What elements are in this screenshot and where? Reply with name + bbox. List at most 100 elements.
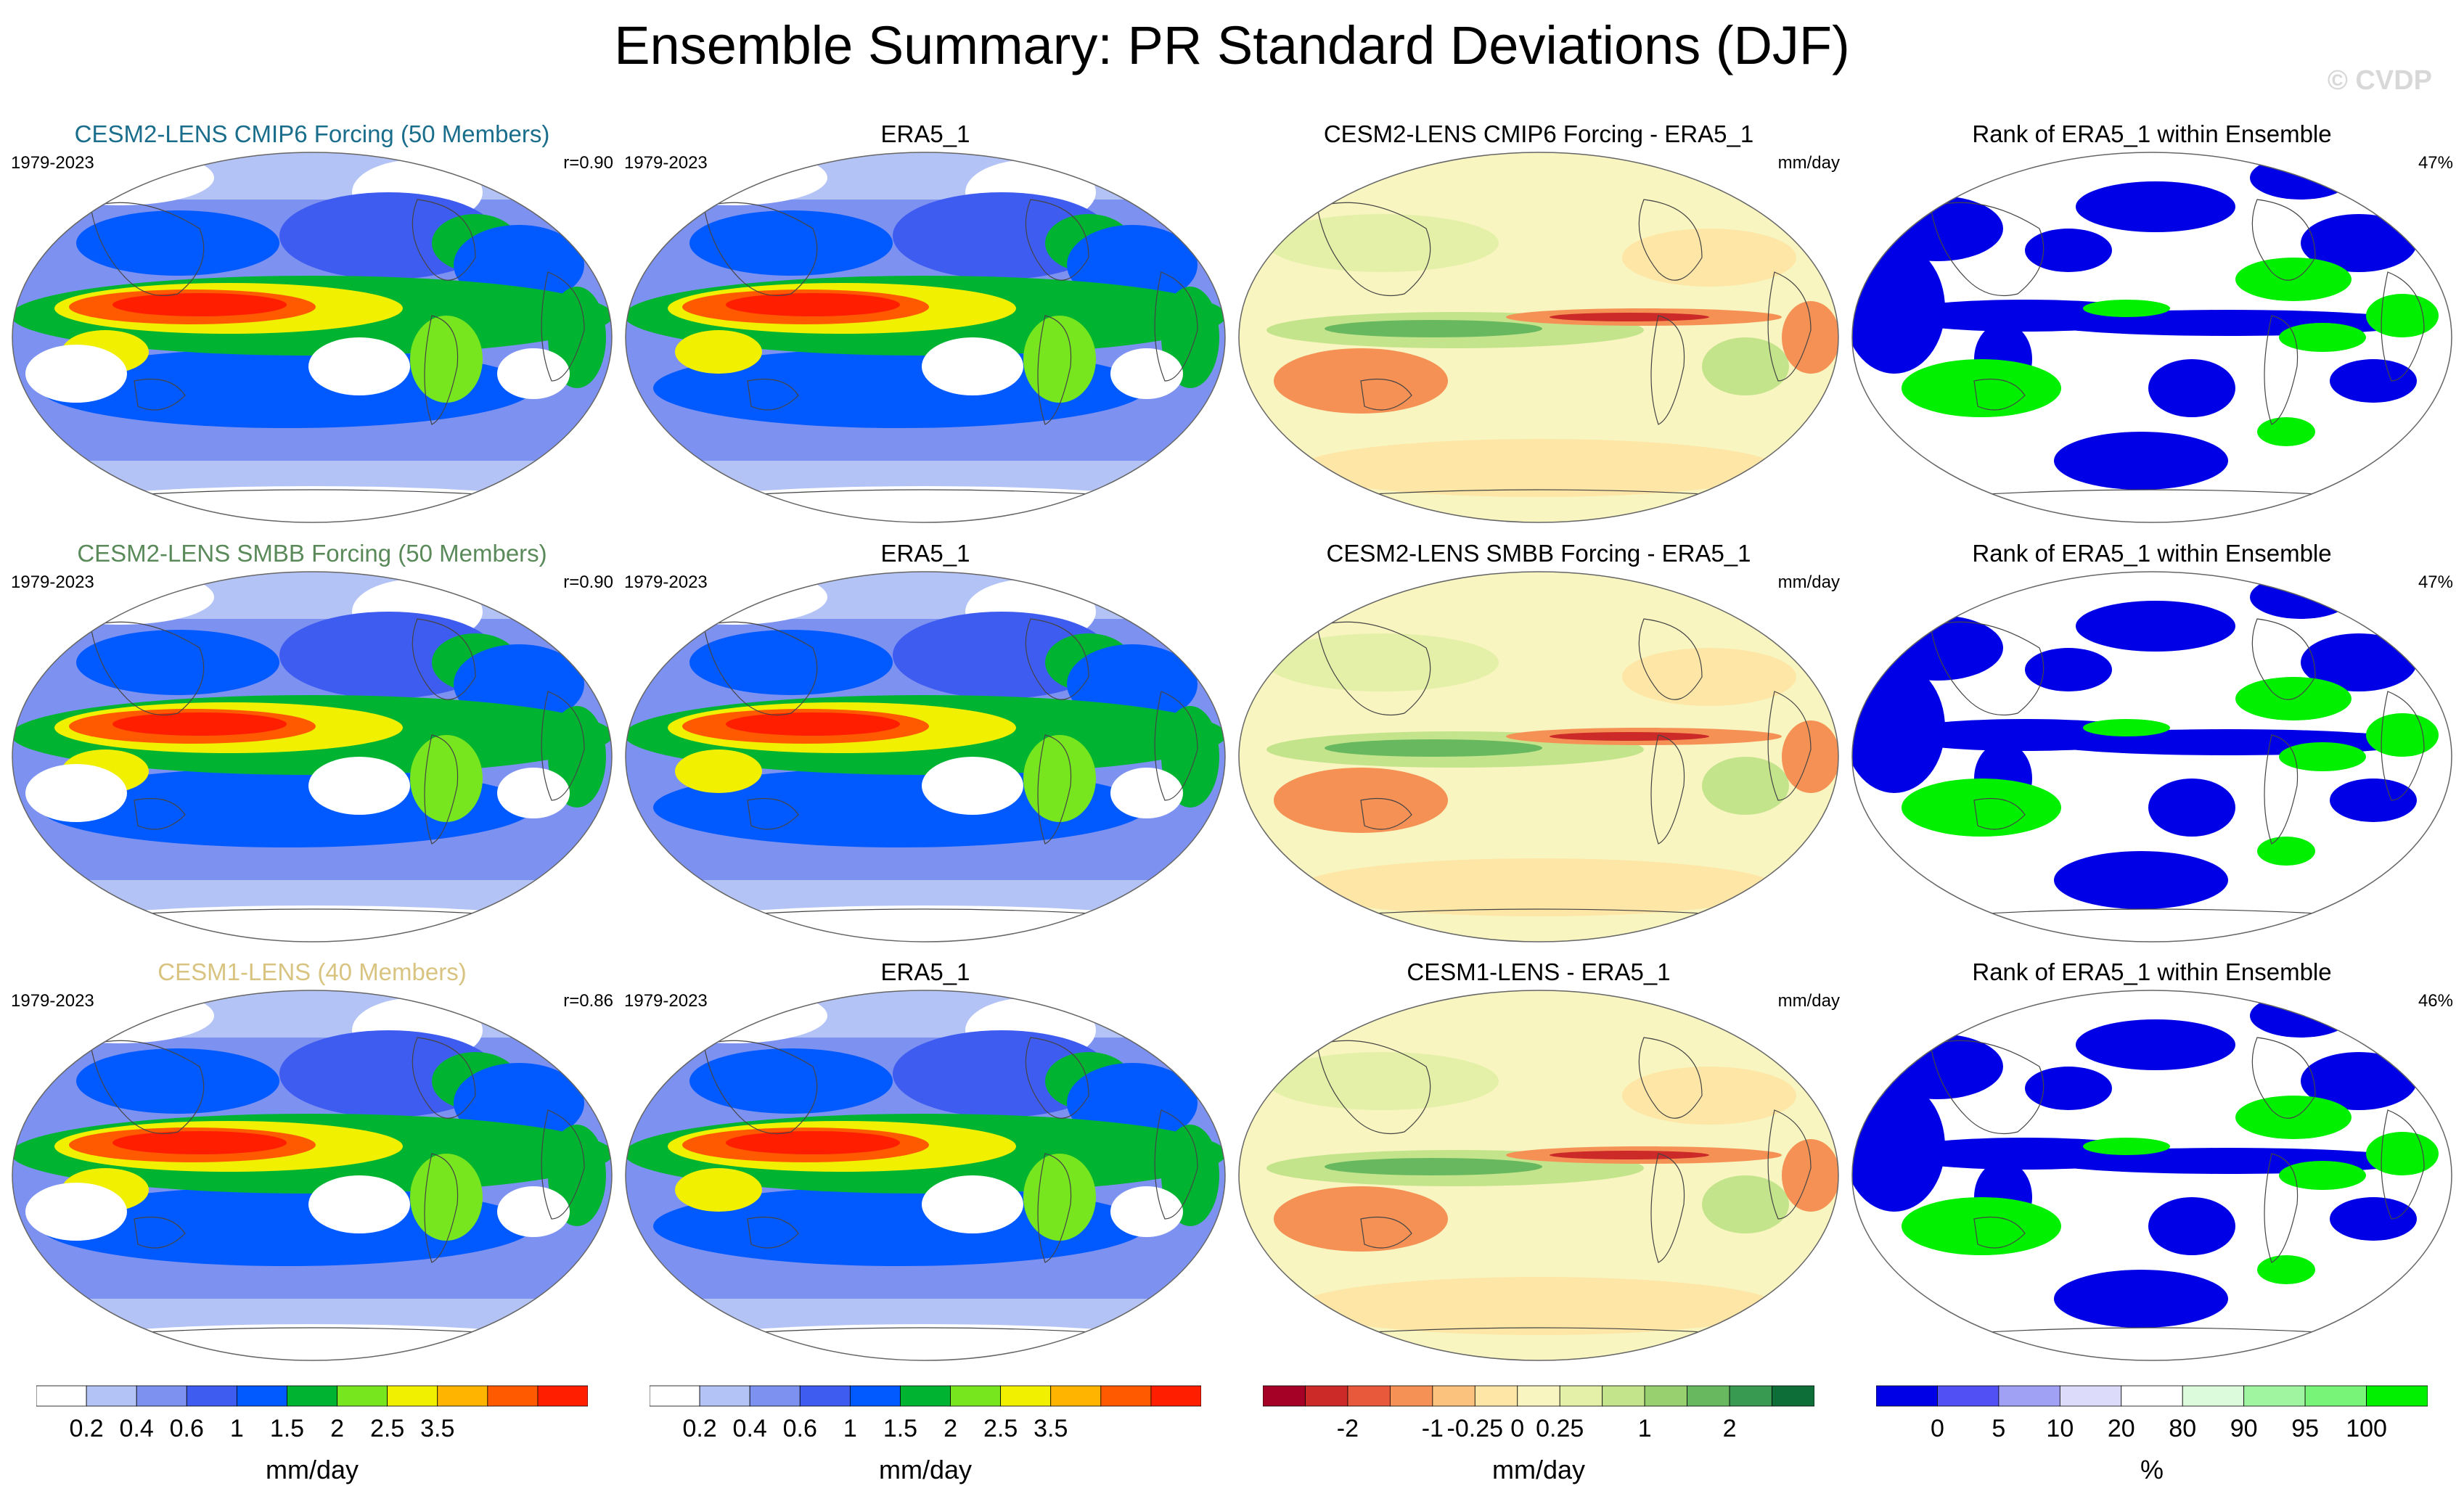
rank-low-area-3 — [2250, 994, 2352, 1038]
tropical-red — [726, 712, 900, 736]
colorbar-tick-label: 2.5 — [983, 1415, 1018, 1442]
coastline-3 — [2381, 691, 2425, 801]
rank-high-area-4 — [2257, 837, 2315, 866]
colorbar-swatch — [650, 1385, 700, 1407]
colorbar-swatch — [1937, 1385, 2000, 1407]
south-america-green — [410, 316, 483, 403]
rank-low-area-1 — [2025, 229, 2112, 272]
colorbar-swatch — [287, 1385, 337, 1407]
colorbar-unit: mm/day — [265, 1455, 359, 1484]
ensemble-title: CESM2-LENS SMBB Forcing (50 Members) — [77, 540, 547, 567]
indian-ocean-dry — [25, 345, 127, 403]
ensemble-map — [12, 152, 613, 523]
map-boundary — [625, 152, 1226, 523]
rank-high-area-0 — [1902, 359, 2061, 417]
years-label: 1979-2023 — [11, 991, 94, 1011]
rank-low-area-10 — [2054, 432, 2228, 490]
tropical-dark-green — [1325, 320, 1542, 337]
diff-map — [1238, 990, 1839, 1361]
coastline-5 — [97, 908, 527, 917]
colorbar-swatch — [236, 1385, 287, 1407]
southern-ocean-yellow — [1299, 858, 1778, 916]
colorbar-swatch — [1347, 1385, 1391, 1407]
colorbar-swatch — [1000, 1385, 1052, 1407]
years-label: 1979-2023 — [624, 572, 708, 592]
tropical-red — [112, 712, 287, 736]
tropical-red — [726, 1131, 900, 1154]
rank-field — [1852, 572, 2452, 942]
coastline-3 — [1767, 1109, 1812, 1220]
rank-low-area-1 — [2025, 1067, 2112, 1110]
colorbar-tick-label: -1 — [1422, 1415, 1444, 1442]
indian-ocean-dry — [25, 1183, 127, 1241]
south-america-green — [410, 735, 483, 822]
colorbar-tick-label: 0.6 — [170, 1415, 204, 1442]
south-atlantic-dry — [1110, 768, 1183, 818]
polar-band-north — [626, 990, 1225, 1038]
tropical-dark-green — [1325, 1158, 1542, 1175]
colorbar-swatch — [1517, 1385, 1560, 1407]
rank-field — [1852, 990, 2452, 1360]
antarctic-white — [12, 1324, 612, 1360]
antarctic-white — [626, 905, 1225, 942]
colorbar-tick-label: -2 — [1337, 1415, 1359, 1442]
obs-map — [625, 571, 1226, 942]
colorbar-swatch — [2366, 1385, 2428, 1407]
colorbar-tick-label: 20 — [2108, 1415, 2135, 1442]
colorbar-std-ensemble-svg: 0.2 0.4 0.6 1 1.5 2 2.5 3.5 — [36, 1385, 588, 1442]
ensemble-title: CESM2-LENS CMIP6 Forcing (50 Members) — [74, 120, 550, 147]
colorbar-swatch — [1998, 1385, 2060, 1407]
colorbar-swatch — [900, 1385, 951, 1407]
tropical-red — [112, 293, 287, 316]
south-america-green — [410, 1154, 483, 1241]
coastline — [90, 199, 585, 498]
coastline-3 — [541, 1109, 585, 1220]
colorbar-tick-label: 1 — [230, 1415, 244, 1442]
colorbar-swatch — [537, 1385, 588, 1407]
units-label: mm/day — [1777, 572, 1840, 592]
ensemble-map — [12, 571, 613, 942]
obs-title: ERA5_1 — [880, 120, 970, 147]
ensemble-title: CESM1-LENS (40 Members) — [157, 958, 467, 985]
colorbar-tick-label: 1.5 — [270, 1415, 304, 1442]
indian-ocean-dry — [25, 764, 127, 822]
south-atlantic-dry — [497, 1186, 570, 1237]
coastline — [1317, 618, 1812, 917]
coastline-0 — [1317, 1040, 1431, 1135]
rank-title: Rank of ERA5_1 within Ensemble — [1972, 540, 2332, 567]
rank-high-area-3 — [2279, 742, 2366, 771]
colorbar-tick-label: 1.5 — [883, 1415, 917, 1442]
rank-high-area-1 — [2083, 719, 2170, 736]
colorbar-swatch — [2182, 1385, 2245, 1407]
south-atlantic-dry — [1110, 348, 1183, 399]
map-boundary — [1851, 990, 2452, 1361]
east-pacific-dry — [308, 337, 410, 395]
rank-high-area-5 — [2366, 713, 2439, 757]
diff-title: CESM2-LENS SMBB Forcing - ERA5_1 — [1326, 540, 1751, 567]
coastline-3 — [541, 271, 585, 382]
colorbar-swatch — [2243, 1385, 2306, 1407]
coastline-4 — [747, 1217, 799, 1249]
colorbar-swatch — [1602, 1385, 1645, 1407]
coastline-5 — [97, 1327, 527, 1336]
rank-high-area-1 — [2083, 1138, 2170, 1155]
panel-rank-row3: Rank of ERA5_1 within Ensemble 46% — [1851, 958, 2453, 1371]
coastline-2 — [1650, 315, 1685, 425]
colorbar-swatch — [1644, 1385, 1688, 1407]
colorbar-unit: % — [2140, 1455, 2164, 1484]
south-atlantic-dry — [1110, 1186, 1183, 1237]
pacific-storm-track — [689, 630, 893, 695]
rank-high-area-5 — [2366, 1132, 2439, 1175]
southern-ocean-yellow — [1299, 1277, 1778, 1335]
years-label: 1979-2023 — [624, 991, 708, 1011]
colorbar-swatch — [1050, 1385, 1102, 1407]
southern-band — [40, 1186, 533, 1266]
coastline-2 — [424, 1153, 459, 1263]
coastline-1 — [412, 1037, 476, 1119]
panel-ensemble-row2: CESM2-LENS SMBB Forcing (50 Members) 1979… — [11, 539, 613, 953]
arctic-white-asia — [25, 152, 214, 205]
coastline-2 — [2264, 1153, 2299, 1263]
coastline-0 — [1930, 202, 2045, 297]
units-label: mm/day — [1777, 153, 1840, 173]
antarctic-white — [626, 1324, 1225, 1360]
